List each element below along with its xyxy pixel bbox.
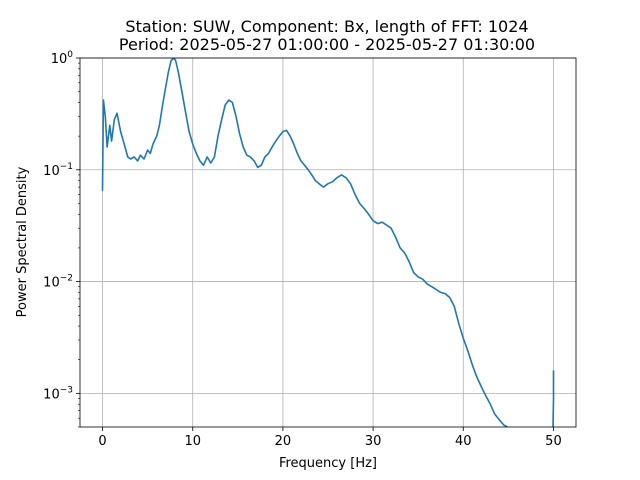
x-tick-label: 10 [184,434,201,449]
y-tick-label: 100 [51,50,74,67]
y-axis-label: Power Spectral Density [15,166,30,317]
y-tick-label: 10−2 [43,274,73,291]
psd-series-line [552,370,555,427]
x-tick-label: 50 [545,434,562,449]
x-tick-label: 20 [275,434,292,449]
x-axis-label: Frequency [Hz] [279,456,377,471]
chart-title-line-2: Period: 2025-05-27 01:00:00 - 2025-05-27… [119,35,535,54]
x-tick-label: 0 [98,434,106,449]
y-tick-label: 10−3 [43,385,73,402]
data-series [101,58,555,427]
psd-series-line [101,58,508,427]
axis-ticks: 0 10 20 30 40 50 100 10−1 10−2 10−3 [43,50,562,449]
plot-area-frame [79,57,577,428]
chart-title-line-1: Station: SUW, Component: Bx, length of F… [125,17,528,36]
y-tick-label: 10−1 [43,162,73,179]
x-tick-label: 30 [365,434,382,449]
x-tick-label: 40 [455,434,472,449]
